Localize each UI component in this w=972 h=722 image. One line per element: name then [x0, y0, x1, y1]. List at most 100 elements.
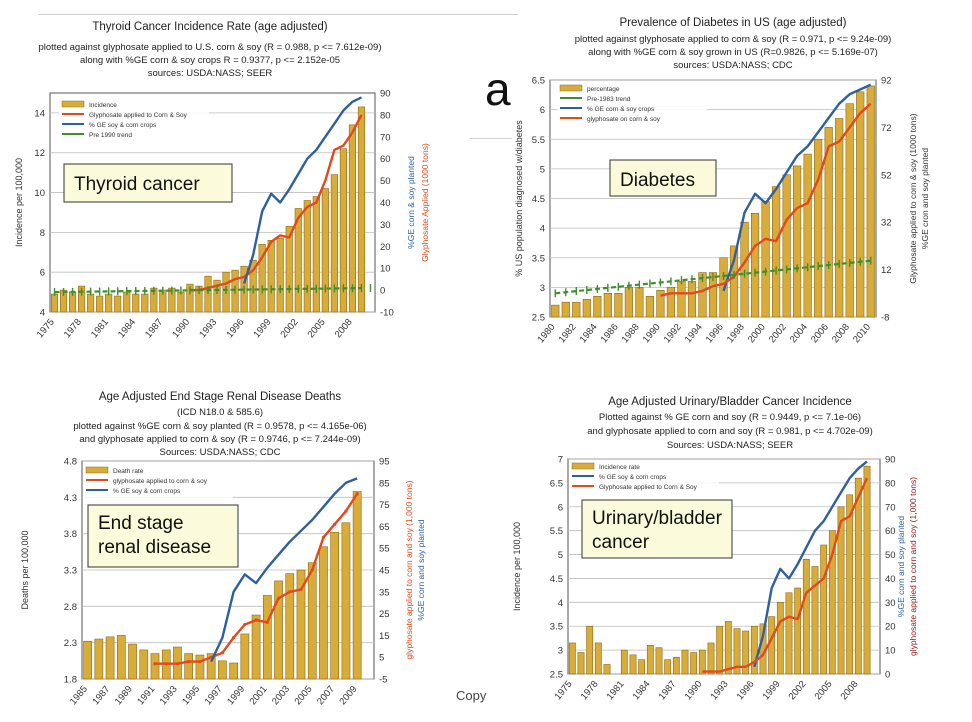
chart-subtitle: and glyphosate applied to corn and soy (…	[587, 426, 872, 437]
bar	[572, 301, 581, 318]
series-point	[254, 618, 258, 622]
bar	[218, 660, 227, 680]
bar	[577, 652, 585, 675]
y2-tick-label: 90	[380, 89, 391, 100]
legend-label: % GE soy & corn crops	[89, 122, 157, 129]
y2-tick-label: 25	[379, 609, 390, 620]
bar	[698, 649, 706, 675]
y2-tick-label: 80	[885, 478, 896, 489]
x-tick-label: 1999	[761, 679, 783, 702]
bar	[594, 642, 602, 675]
legend-swatch	[559, 84, 583, 92]
legend-label: % GE soy & corn crops	[113, 488, 181, 495]
y-axis-label: Incidence per 100,000	[512, 522, 522, 611]
bar	[330, 531, 340, 680]
copy-text: Copy	[456, 688, 487, 703]
y2-tick-label: 95	[379, 457, 390, 468]
y2-tick-label: 40	[885, 574, 896, 585]
chart-title: Age Adjusted End Stage Renal Disease Dea…	[99, 391, 342, 403]
chart-subtitle: Sources: USDA:NASS; CDC	[160, 447, 281, 458]
x-tick-label: 2004	[788, 322, 810, 345]
chart-subtitle: plotted against %GE corn & soy planted (…	[73, 421, 366, 432]
bar	[614, 292, 623, 318]
bar	[750, 213, 760, 318]
x-tick-label: 2002	[767, 322, 789, 345]
y-tick-label: 8	[40, 228, 45, 239]
legend-label: Death rate	[113, 468, 144, 475]
y2-tick-label: 85	[379, 478, 390, 489]
y2-tick-label: 12	[881, 265, 892, 276]
y2-axis-label: %GE corn and soy planted	[416, 519, 426, 620]
bar	[708, 272, 718, 318]
chart-subtitle: sources: USDA:NASS; SEER	[148, 68, 273, 79]
bar	[824, 127, 833, 318]
bar	[837, 506, 845, 675]
x-tick-label: 1987	[143, 317, 165, 340]
series-point	[299, 588, 303, 592]
y2-tick-label: 75	[379, 500, 390, 511]
x-tick-label: 1996	[735, 679, 757, 702]
series-point	[276, 596, 281, 600]
bar	[620, 649, 628, 675]
bar	[357, 106, 366, 313]
chart-subtitle: sources: USDA:NASS; CDC	[673, 60, 792, 71]
overlay-label: Urinary/bladder cancer	[592, 508, 723, 553]
x-tick-label: 1992	[662, 322, 684, 345]
x-tick-label: 2000	[746, 322, 768, 345]
bar	[785, 592, 793, 675]
bar	[707, 642, 715, 675]
series-point	[232, 635, 236, 640]
y2-tick-label: 80	[380, 110, 391, 121]
chart-subtitle: (ICD N18.0 & 585.6)	[177, 407, 263, 418]
overlay-label-box	[87, 504, 239, 568]
x-tick-label: 2003	[270, 684, 292, 707]
legend-label: Pre 1990 trend	[89, 132, 132, 139]
y-axis-label: % US population diagnosed w/diabetes	[514, 120, 524, 277]
bar	[698, 272, 707, 318]
bar	[177, 291, 185, 313]
chart-subtitle: plotted against glyphosate applied to U.…	[38, 42, 381, 53]
bar	[319, 546, 328, 680]
x-tick-label: 1984	[631, 679, 653, 702]
bar	[341, 522, 351, 680]
y2-tick-label: 60	[885, 526, 896, 537]
x-tick-label: 1990	[641, 322, 663, 345]
y2-tick-label: -10	[380, 308, 394, 319]
y2-tick-label: 72	[881, 123, 892, 134]
bar	[866, 85, 875, 318]
legend-label: % GE soy & corn crops	[599, 474, 667, 481]
legend-label: Pre-1983 trend	[587, 96, 631, 103]
x-tick-label: 2008	[839, 679, 861, 702]
x-tick-label: 1993	[197, 317, 219, 340]
bar	[96, 295, 104, 313]
legend-label: glyphosate applied to corn & soy	[113, 478, 208, 485]
bar	[724, 621, 732, 675]
overlay-label-box	[63, 163, 233, 203]
bar	[828, 530, 836, 675]
y2-axis-label: glyphosate applied to corn and soy (1,00…	[404, 480, 414, 659]
bar	[672, 656, 680, 675]
x-tick-label: 1998	[725, 322, 747, 345]
y2-tick-label: 0	[380, 286, 385, 297]
y2-tick-label: 45	[379, 566, 390, 577]
x-tick-label: 1999	[225, 684, 247, 707]
y-tick-label: 4.5	[550, 574, 563, 585]
y-tick-label: 6.5	[550, 478, 563, 489]
series-point	[175, 662, 180, 666]
bar	[132, 293, 140, 313]
bar	[742, 630, 750, 675]
series-line-1	[660, 102, 872, 297]
bar	[750, 625, 758, 675]
y-tick-label: 2.5	[532, 313, 545, 324]
series-point	[333, 522, 337, 526]
y2-tick-label: 50	[380, 176, 391, 187]
series-point	[265, 620, 269, 624]
x-tick-label: 1981	[605, 679, 627, 702]
x-tick-label: 2005	[306, 317, 328, 340]
y2-axis-label: %GE corn & soy planted	[406, 156, 416, 249]
series-point	[198, 659, 202, 664]
y2-tick-label: 30	[885, 598, 896, 609]
x-tick-label: 1999	[251, 317, 273, 340]
y2-tick-label: 60	[380, 154, 391, 165]
